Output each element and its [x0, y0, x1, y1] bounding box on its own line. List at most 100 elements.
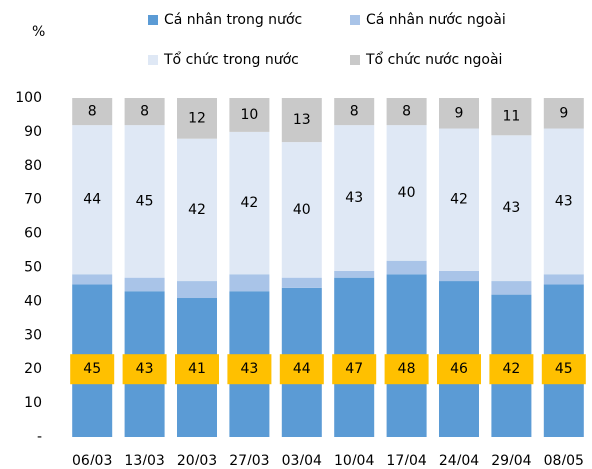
data-label: 44	[293, 361, 311, 377]
bar-segment	[124, 277, 165, 292]
data-label: 12	[188, 110, 206, 126]
y-tick-label: 30	[24, 327, 42, 343]
bar-segment	[177, 98, 217, 139]
data-label: 8	[88, 104, 97, 120]
legend-label: Cá nhân nước ngoài	[366, 12, 506, 28]
legend-swatch	[148, 15, 158, 25]
data-label-box	[489, 354, 534, 385]
y-tick-label: -	[37, 429, 42, 445]
x-tick-label: 13/03	[124, 453, 164, 465]
bar-segment	[334, 98, 375, 126]
bar-segment	[177, 138, 217, 282]
bar-segment	[229, 274, 270, 292]
y-axis-label: %	[32, 24, 45, 40]
bar-segment	[229, 98, 270, 132]
x-tick-label: 27/03	[229, 453, 269, 465]
data-label: 9	[559, 105, 568, 121]
y-tick-label: 50	[24, 260, 42, 276]
data-label: 8	[402, 104, 411, 120]
x-tick-label: 29/04	[491, 453, 531, 465]
legend-swatch	[350, 15, 360, 25]
data-label: 43	[240, 361, 258, 377]
bar-segment	[72, 98, 113, 126]
data-label: 45	[136, 193, 154, 209]
data-label: 8	[350, 104, 359, 120]
y-tick-label: 60	[24, 226, 42, 242]
x-tick-label: 10/04	[334, 453, 374, 465]
bar-segment	[543, 274, 584, 285]
data-label: 9	[455, 105, 464, 121]
data-label: 8	[140, 104, 149, 120]
bar-segment	[334, 270, 375, 278]
data-label: 13	[293, 112, 311, 128]
data-label: 41	[188, 361, 206, 377]
data-label: 42	[450, 192, 468, 208]
x-tick-label: 24/04	[439, 453, 479, 465]
y-tick-label: 70	[24, 192, 42, 208]
bar-segment	[491, 135, 532, 282]
data-label-box	[227, 354, 272, 385]
data-label: 40	[293, 202, 311, 218]
data-label: 10	[240, 107, 258, 123]
x-tick-label: 17/04	[386, 453, 426, 465]
bar-segment	[72, 274, 113, 285]
bar-segment	[439, 270, 479, 282]
bar-segment	[543, 128, 584, 275]
x-tick-label: 08/05	[544, 453, 584, 465]
y-tick-label: 10	[24, 395, 42, 411]
data-label: 43	[555, 193, 573, 209]
legend-swatch	[350, 55, 360, 65]
data-label-box	[122, 354, 167, 385]
bar-segment	[386, 125, 427, 261]
data-label-box	[384, 354, 429, 385]
data-label: 43	[136, 361, 154, 377]
data-label: 45	[83, 361, 101, 377]
y-tick-label: 40	[24, 293, 42, 309]
data-label: 42	[240, 195, 258, 211]
bar-segment	[491, 98, 532, 136]
bar-segment	[543, 98, 584, 129]
y-tick-label: 20	[24, 361, 42, 377]
bar-segment	[491, 281, 532, 295]
bar-segment	[439, 98, 479, 129]
legend-label: Cá nhân trong nước	[164, 12, 302, 28]
x-tick-label: 20/03	[177, 453, 217, 465]
y-tick-label: 100	[15, 90, 42, 106]
data-label-box	[175, 354, 219, 385]
data-label: 46	[450, 361, 468, 377]
data-label: 43	[345, 190, 363, 206]
bar-segment	[177, 281, 217, 299]
bar-segment	[72, 125, 113, 275]
bar-segment	[439, 128, 479, 271]
bar-segment	[124, 98, 165, 126]
bar-segment	[386, 98, 427, 126]
y-tick-label: 90	[24, 124, 42, 140]
legend-swatch	[148, 55, 158, 65]
data-label: 43	[502, 200, 520, 216]
bar-segment	[334, 125, 375, 271]
data-label: 42	[188, 202, 206, 218]
bar-segment	[281, 98, 322, 143]
data-label: 48	[398, 361, 416, 377]
bar-segment	[281, 142, 322, 278]
data-label-box	[541, 354, 586, 385]
data-label: 44	[83, 192, 101, 208]
data-label-box	[70, 354, 115, 385]
data-label-box	[279, 354, 324, 385]
bar-segment	[229, 131, 270, 275]
bar-segment	[386, 260, 427, 275]
data-label-box	[332, 354, 377, 385]
data-label: 40	[398, 185, 416, 201]
legend-label: Tổ chức nước ngoài	[365, 51, 502, 68]
data-label: 47	[345, 361, 363, 377]
x-tick-label: 06/03	[72, 453, 112, 465]
x-tick-label: 03/04	[282, 453, 322, 465]
y-tick-label: 80	[24, 158, 42, 174]
legend-label: Tổ chức trong nước	[163, 51, 299, 68]
data-label: 42	[502, 361, 520, 377]
data-label-box	[437, 354, 481, 385]
data-label: 11	[502, 109, 520, 125]
bar-segment	[124, 125, 165, 278]
data-label: 45	[555, 361, 573, 377]
